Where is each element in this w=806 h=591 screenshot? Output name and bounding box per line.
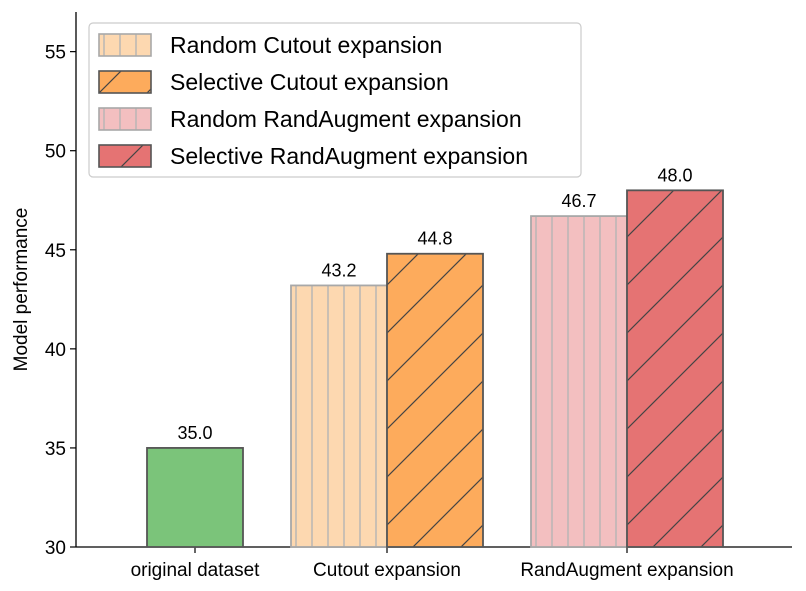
bar-labels-group: 35.0 43.2 44.8 46.7 48.0: [177, 165, 692, 443]
legend-swatch-hatch: [99, 108, 151, 130]
legend-box: [88, 22, 582, 178]
x-tick-label: Cutout expansion: [313, 560, 461, 581]
y-tick-label: 35: [45, 439, 66, 460]
legend-swatch-outline: [98, 144, 152, 168]
bar-value-label: 48.0: [657, 165, 692, 185]
y-tick-label: 55: [45, 43, 66, 64]
bar-value-label: 35.0: [177, 423, 212, 443]
bars-group: [146, 189, 724, 548]
legend-swatch-hatch: [99, 145, 151, 167]
legend-label: Random Cutout expansion: [170, 32, 442, 58]
legend-label: Selective Cutout expansion: [170, 69, 449, 95]
axes: 30 35 40 45 50 55 Model performance original da…: [11, 12, 792, 581]
y-tick-label: 30: [45, 538, 66, 559]
x-tick-label: original dataset: [131, 560, 261, 581]
y-tick-label: 45: [45, 241, 66, 262]
bar-hatch: [387, 253, 483, 548]
legend-label: Random RandAugment expansion: [170, 106, 522, 132]
legend-swatch-hatch: [99, 71, 151, 93]
y-tick-label: 40: [45, 340, 66, 361]
bar-value-label: 43.2: [321, 260, 356, 280]
bar-value-label: 46.7: [561, 191, 596, 211]
legend-swatch-outline: [98, 33, 152, 57]
bar-value-label: 44.8: [417, 229, 452, 249]
legend-swatch-outline: [98, 107, 152, 131]
bar: [147, 447, 243, 547]
bar-hatch: [627, 190, 723, 548]
legend-swatch-hatch: [99, 34, 151, 56]
bar-outline: [146, 447, 244, 548]
x-tick-label: RandAugment expansion: [520, 560, 733, 581]
y-tick-label: 50: [45, 142, 66, 163]
legend-label: Selective RandAugment expansion: [170, 143, 528, 169]
legend-swatch-outline: [98, 70, 152, 94]
bar-outline: [386, 252, 484, 548]
y-axis-label: Model performance: [11, 208, 32, 372]
bar-hatch: [291, 285, 387, 547]
bar-hatch: [531, 216, 627, 547]
legend: Random Cutout expansion Selective Cutout …: [88, 22, 582, 178]
bar-outline: [626, 189, 724, 548]
